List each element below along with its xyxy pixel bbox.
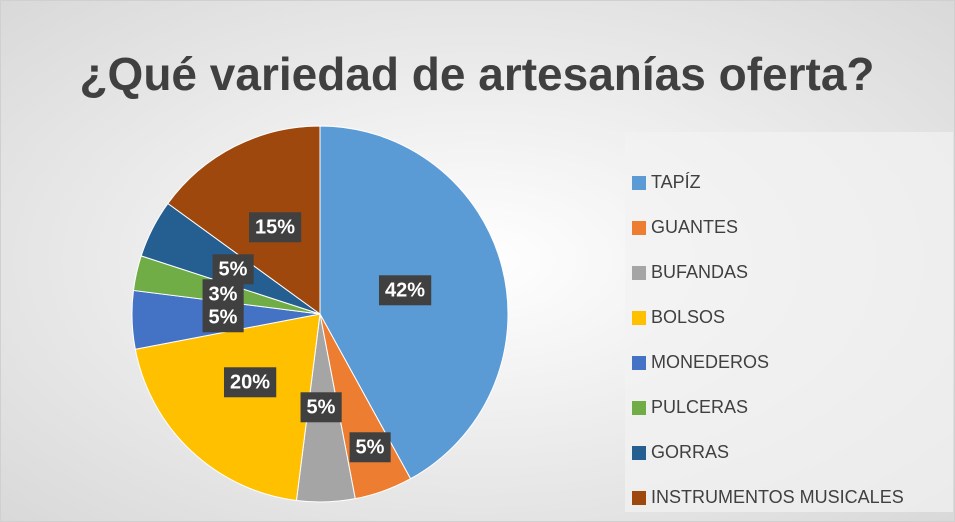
legend-swatch (632, 356, 646, 370)
data-label-box (212, 254, 254, 285)
data-label: 42% (385, 279, 425, 301)
legend-swatch (632, 176, 646, 190)
legend-label: INSTRUMENTOS MUSICALES (651, 487, 904, 507)
legend-label: BOLSOS (651, 307, 725, 327)
legend-box (625, 132, 953, 512)
data-label-box (378, 275, 432, 306)
data-label-box (349, 432, 391, 463)
data-label: 5% (219, 258, 248, 280)
pie-slice (134, 313, 321, 502)
data-label: 5% (209, 306, 238, 328)
legend-label: GORRAS (651, 442, 729, 462)
legend-swatch (632, 311, 646, 325)
legend-swatch (632, 446, 646, 460)
legend-label: GUANTES (651, 217, 738, 237)
legend-swatch (632, 221, 646, 235)
data-label: 20% (230, 371, 270, 393)
legend-swatch (632, 266, 646, 280)
data-label-box (248, 212, 302, 243)
data-label: 3% (209, 283, 238, 305)
legend-label: PULCERAS (651, 397, 748, 417)
legend-swatch (632, 401, 646, 415)
legend-label: BUFANDAS (651, 262, 748, 282)
legend-swatch (632, 491, 646, 505)
chart-title: ¿Qué variedad de artesanías oferta? (79, 48, 874, 100)
legend-label: TAPÍZ (651, 172, 701, 192)
pie-slice (167, 125, 321, 315)
data-label-box (300, 392, 342, 423)
data-label: 5% (307, 396, 336, 418)
data-label: 5% (356, 436, 385, 458)
data-label: 15% (255, 216, 295, 238)
data-label-box (223, 367, 277, 398)
legend-label: MONEDEROS (651, 352, 769, 372)
